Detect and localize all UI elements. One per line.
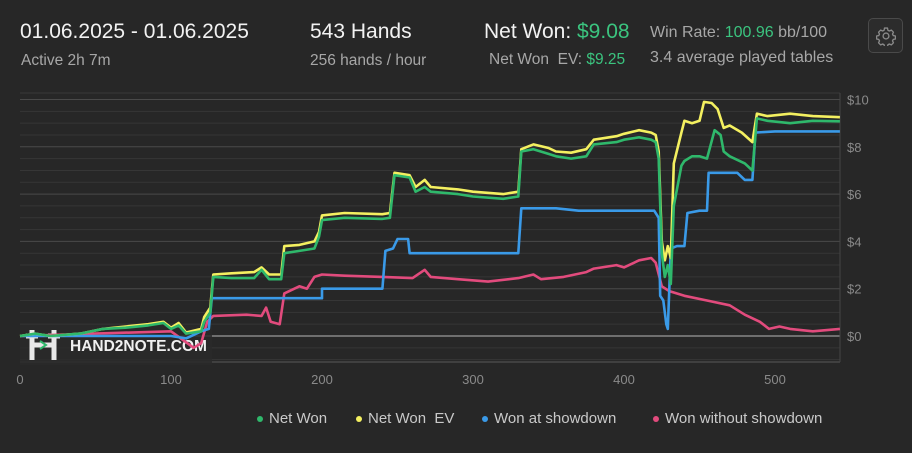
win-rate: Win Rate: 100.96 bb/100 <box>650 24 827 42</box>
legend-item[interactable]: Won without showdown <box>653 410 822 427</box>
series-line-3 <box>20 130 840 340</box>
hand2note-logo-icon <box>26 330 60 360</box>
x-tick-label: 0 <box>16 372 23 387</box>
legend-label: Won at showdown <box>494 410 617 427</box>
net-won-ev-label: Net Won EV: <box>489 51 583 68</box>
hand2note-watermark: HAND2NOTE.COM <box>20 325 212 365</box>
average-tables: 3.4 average played tables <box>650 49 834 66</box>
hands-per-hour: 256 hands / hour <box>310 52 427 69</box>
legend-dot <box>653 415 659 422</box>
date-range: 01.06.2025 - 01.06.2025 <box>20 20 249 43</box>
svg-text:HAND2NOTE.COM: HAND2NOTE.COM <box>70 338 207 355</box>
y-tick-label: $6 <box>847 187 861 202</box>
x-tick-label: 300 <box>462 372 484 387</box>
net-won-ev: Net Won EV: $9.25 <box>489 51 625 69</box>
gear-icon <box>875 26 896 46</box>
active-time: Active 2h 7m <box>21 52 111 69</box>
net-won-chart: HAND2NOTE.COM 0 100 200 300 400 500 $0$2$4$6$… <box>16 92 869 387</box>
y-tick-label: $4 <box>847 234 861 249</box>
legend-dot <box>257 415 263 422</box>
y-tick-label: $2 <box>847 282 861 297</box>
net-won-label: Net Won: <box>484 20 572 43</box>
x-tick-label: 500 <box>764 372 786 387</box>
win-rate-value: 100.96 <box>724 24 774 41</box>
net-won-ev-value: $9.25 <box>586 51 626 68</box>
hands-count: 543 Hands <box>310 20 412 43</box>
series-line-1 <box>19 117 840 338</box>
win-rate-unit: bb/100 <box>778 24 828 41</box>
settings-button[interactable] <box>868 18 903 53</box>
y-tick-label: $8 <box>847 140 861 155</box>
x-tick-labels: 0 100 200 300 400 500 <box>16 372 785 387</box>
series-line-4 <box>19 256 841 350</box>
win-rate-label: Win Rate: <box>650 24 721 41</box>
legend-item[interactable]: Net Won <box>257 410 327 427</box>
chart-grid <box>20 92 841 363</box>
legend-label: Won without showdown <box>665 410 823 427</box>
legend-item[interactable]: Net Won EV <box>356 410 454 427</box>
legend-item[interactable]: Won at showdown <box>482 410 616 427</box>
legend-label: Net Won EV <box>368 410 455 427</box>
y-tick-label: $0 <box>847 329 861 344</box>
x-tick-label: 100 <box>160 372 182 387</box>
net-won-value: $9.08 <box>577 20 630 43</box>
legend-dot <box>482 415 488 422</box>
legend-dot <box>356 415 362 422</box>
net-won: Net Won: $9.08 <box>484 20 630 44</box>
y-tick-label: $10 <box>847 93 869 108</box>
x-tick-label: 200 <box>311 372 333 387</box>
y-tick-labels: $0 $2 $4 $6 $8 $10 <box>847 93 869 345</box>
legend-label: Net Won <box>269 410 328 427</box>
x-tick-label: 400 <box>613 372 635 387</box>
